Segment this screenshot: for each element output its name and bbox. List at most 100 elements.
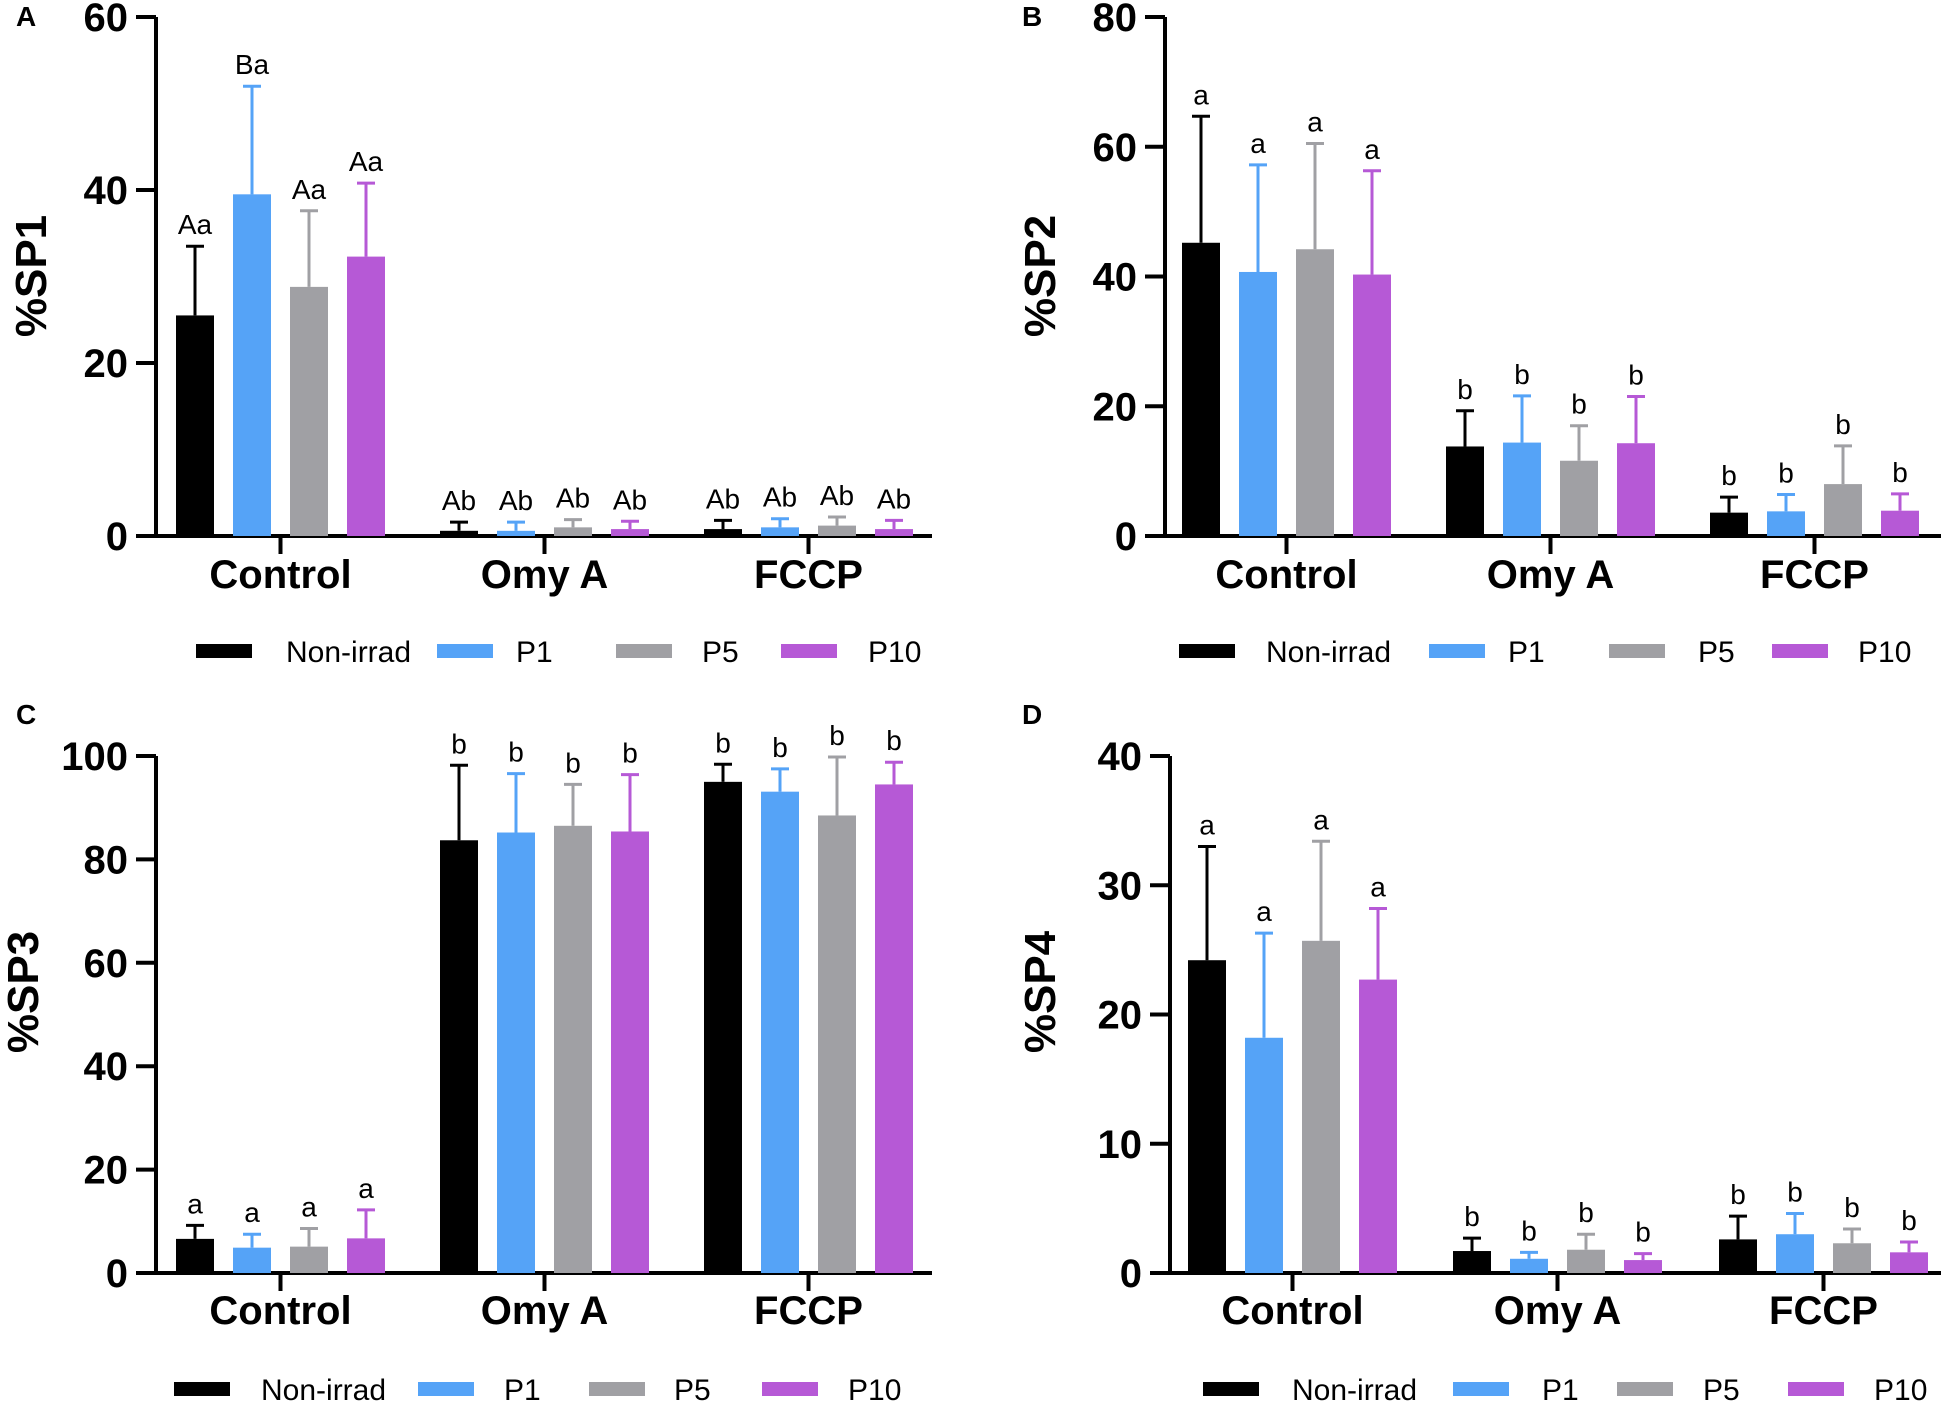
legend-label: P10 — [868, 636, 921, 669]
significance-label: Ab — [877, 483, 911, 514]
bar-p10-control — [347, 1238, 385, 1273]
significance-label: a — [244, 1197, 260, 1228]
y-tick-label: 60 — [84, 942, 129, 986]
significance-label: b — [1457, 374, 1473, 405]
significance-label: a — [1370, 872, 1386, 903]
bar-non-irrad-omy-a — [1446, 446, 1484, 536]
legend-swatch — [1179, 644, 1235, 658]
y-tick-label: 80 — [1093, 0, 1138, 40]
y-tick-label: 30 — [1098, 864, 1143, 908]
significance-label: b — [1578, 1197, 1594, 1228]
significance-label: b — [1901, 1205, 1917, 1236]
significance-label: a — [301, 1192, 317, 1223]
x-category-label: Control — [1215, 553, 1357, 597]
bar-p10-fccp — [1881, 510, 1919, 536]
bar-non-irrad-control — [176, 1238, 214, 1273]
significance-label: a — [1307, 107, 1323, 138]
legend-label: P5 — [702, 636, 739, 669]
bar-p5-omy-a — [1567, 1249, 1605, 1273]
legend-swatch — [1203, 1382, 1259, 1396]
bar-p10-omy-a — [1624, 1260, 1662, 1273]
bar-p5-control — [290, 286, 328, 536]
panel-label: C — [16, 699, 36, 730]
chart-panel-b: B %SP2 0 20 40 60 80 Control a a a a Omy A b b b b FCCP b b… — [1016, 0, 1941, 669]
legend-label: P10 — [1858, 636, 1911, 669]
panel-label: D — [1022, 699, 1042, 730]
bar-p10-control — [1353, 274, 1391, 536]
bar-p1-control — [233, 194, 271, 536]
x-category-label: Control — [1221, 1289, 1363, 1333]
bar-p5-fccp — [1824, 484, 1862, 536]
significance-label: a — [1199, 809, 1215, 840]
significance-label: b — [1635, 1217, 1651, 1248]
significance-label: Ab — [442, 485, 476, 516]
legend-swatch — [418, 1382, 474, 1396]
legend-label: Non-irrad — [1292, 1374, 1417, 1407]
bar-p1-control — [1239, 271, 1277, 536]
legend-swatch — [1788, 1382, 1844, 1396]
significance-label: b — [1571, 389, 1587, 420]
bar-p1-omy-a — [1503, 442, 1541, 536]
legend-swatch — [1617, 1382, 1673, 1396]
bar-p10-fccp — [875, 784, 913, 1273]
bar-non-irrad-omy-a — [440, 530, 478, 536]
y-tick-label: 100 — [61, 735, 128, 779]
x-category-label: Omy A — [481, 553, 608, 597]
chart-panel-c: C %SP3 0 20 40 60 80 100 Control a a a a Omy A b b b b FCC… — [0, 699, 932, 1407]
significance-label: Aa — [349, 146, 384, 177]
x-category-label: FCCP — [754, 1289, 863, 1333]
bar-p10-omy-a — [611, 529, 649, 536]
legend-label: P10 — [848, 1374, 901, 1407]
significance-label: b — [622, 738, 638, 769]
bar-p5-control — [1296, 249, 1334, 536]
y-axis-label: %SP3 — [0, 931, 48, 1053]
legend-label: P5 — [1698, 636, 1735, 669]
significance-label: Aa — [292, 174, 327, 205]
legend-label: Non-irrad — [1266, 636, 1391, 669]
legend-swatch — [762, 1382, 818, 1396]
significance-label: b — [1514, 359, 1530, 390]
legend-label: P5 — [1703, 1374, 1740, 1407]
significance-label: b — [565, 747, 581, 778]
bar-p5-fccp — [818, 815, 856, 1273]
y-tick-label: 20 — [1098, 994, 1143, 1038]
legend-swatch — [196, 644, 252, 658]
significance-label: b — [772, 732, 788, 763]
significance-label: a — [187, 1188, 203, 1219]
significance-label: a — [1193, 79, 1209, 110]
y-tick-label: 40 — [1093, 256, 1138, 300]
significance-label: b — [1778, 457, 1794, 488]
bar-p1-fccp — [1776, 1234, 1814, 1273]
legend-label: Non-irrad — [261, 1374, 386, 1407]
y-tick-label: 60 — [84, 0, 129, 40]
y-tick-label: 60 — [1093, 126, 1138, 170]
bar-non-irrad-control — [1188, 960, 1226, 1273]
y-axis-label: %SP2 — [1016, 215, 1065, 337]
legend-swatch — [1429, 644, 1485, 658]
significance-label: Ab — [556, 483, 590, 514]
bar-p5-fccp — [818, 525, 856, 536]
significance-label: b — [1835, 409, 1851, 440]
legend-swatch — [781, 644, 837, 658]
panel-label: B — [1022, 1, 1042, 32]
bar-p5-omy-a — [554, 825, 592, 1273]
y-axis-label: %SP4 — [1016, 930, 1065, 1053]
bar-p10-omy-a — [611, 831, 649, 1273]
significance-label: Ab — [613, 484, 647, 515]
legend-label: P10 — [1874, 1374, 1927, 1407]
significance-label: b — [1521, 1215, 1537, 1246]
x-category-label: FCCP — [754, 553, 863, 597]
y-tick-label: 20 — [1093, 385, 1138, 429]
significance-label: a — [1256, 896, 1272, 927]
significance-label: b — [1730, 1179, 1746, 1210]
significance-label: b — [1628, 360, 1644, 391]
bar-p1-control — [1245, 1037, 1283, 1273]
bar-non-irrad-fccp — [704, 781, 742, 1273]
significance-label: Ab — [763, 482, 797, 513]
chart-panel-d: D %SP4 0 10 20 30 40 Control a a a a Omy A b b b b FCCP b b… — [1016, 699, 1941, 1407]
bar-p5-fccp — [1833, 1243, 1871, 1273]
x-category-label: Omy A — [1487, 553, 1614, 597]
legend-label: P1 — [1508, 636, 1545, 669]
bar-p1-fccp — [761, 791, 799, 1273]
